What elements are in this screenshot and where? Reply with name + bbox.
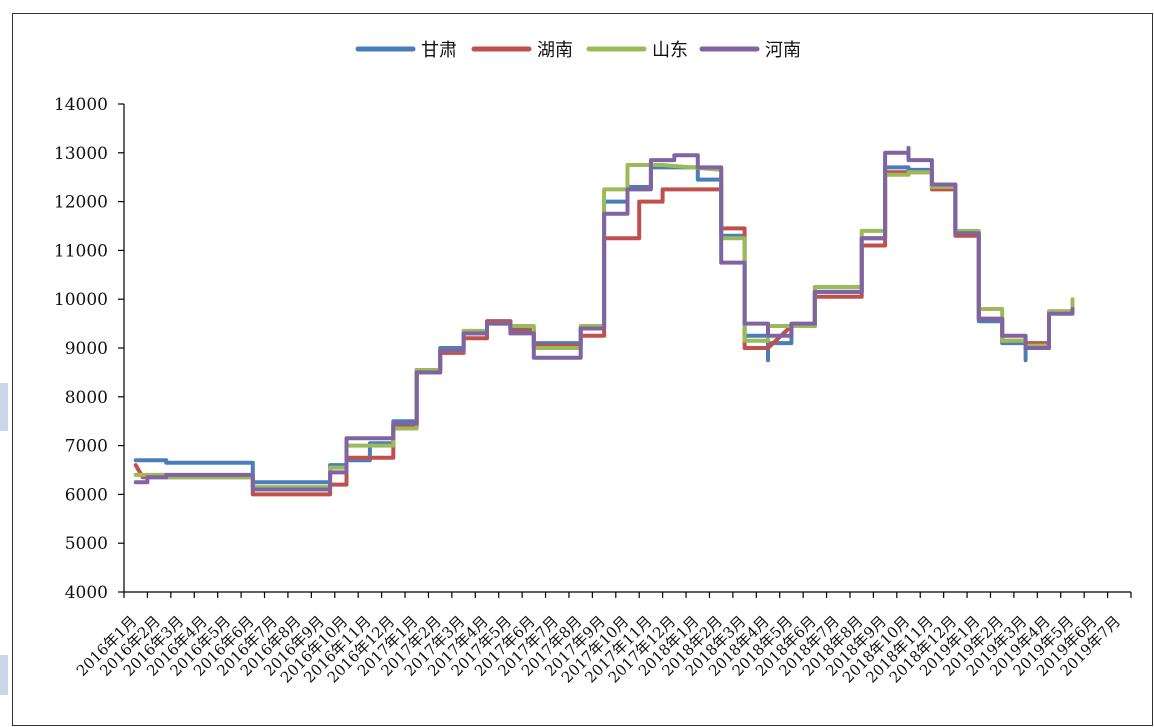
y-tick-label: 9000 (65, 339, 108, 359)
legend-label-4: 河南 (765, 40, 801, 61)
y-tick-label: 14000 (54, 95, 108, 115)
left-edge-mark-bottom (0, 655, 8, 695)
y-tick-label: 11000 (54, 241, 108, 261)
left-edge-mark-top (0, 383, 8, 431)
y-tick-label: 6000 (65, 485, 108, 505)
legend-label-2: 湖南 (537, 40, 573, 61)
chart-frame (12, 13, 1153, 726)
y-tick-label: 13000 (54, 144, 108, 164)
y-tick-label: 5000 (65, 534, 108, 554)
y-tick-label: 10000 (54, 290, 108, 310)
legend-label-1: 甘肃 (421, 40, 457, 61)
legend-label-3: 山东 (652, 40, 688, 61)
y-tick-label: 12000 (54, 193, 108, 213)
y-tick-label: 7000 (65, 437, 108, 457)
y-tick-label: 8000 (65, 388, 108, 408)
series-line-4 (133, 145, 1075, 492)
y-tick-label: 4000 (65, 583, 108, 603)
